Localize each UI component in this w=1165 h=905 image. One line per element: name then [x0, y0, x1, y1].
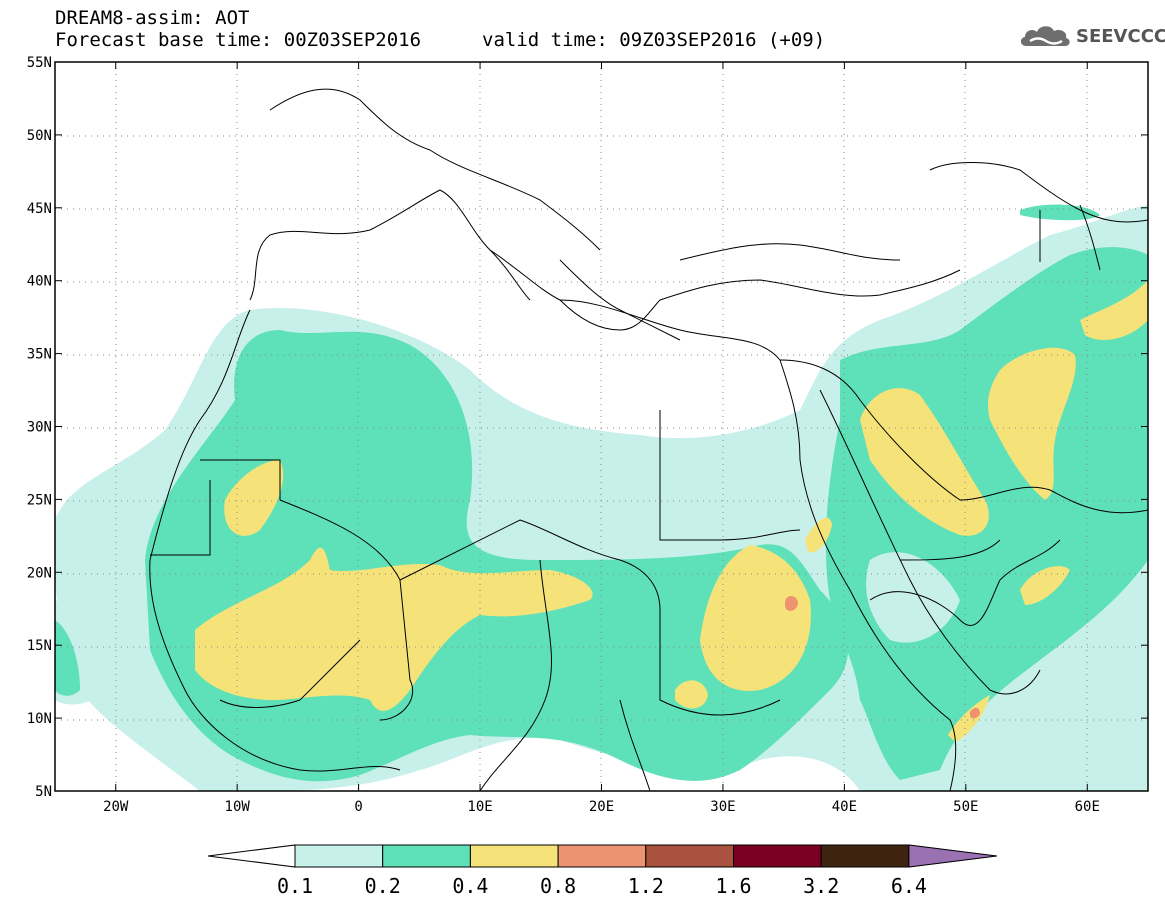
lat-tick-label: 40N — [27, 274, 52, 290]
colorbar-segment — [557, 844, 647, 868]
aot-band-0.2-west — [55, 620, 80, 696]
colorbar-label: 0.1 — [277, 874, 313, 898]
aot-band-0.4-iran — [988, 347, 1076, 500]
aot-band-0.4-caspian-south — [1080, 280, 1148, 340]
lat-tick-label: 15N — [27, 638, 52, 654]
lon-tick-label: 60E — [1075, 799, 1100, 815]
colorbar-segment — [469, 844, 559, 868]
latitude-axis: 55N 50N 45N 40N 35N 30N 25N 20N 15N 10N 5N — [27, 55, 1148, 800]
lat-tick-label: 20N — [27, 565, 52, 581]
forecast-base-time: Forecast base time: 00Z03SEP2016 — [55, 29, 422, 51]
colorbar-segment — [820, 844, 910, 868]
aot-band-0.4-oman — [1020, 566, 1070, 605]
colorbar-label: 0.2 — [365, 874, 401, 898]
lat-tick-label: 45N — [27, 201, 52, 217]
lon-tick-label: 40E — [832, 799, 857, 815]
lon-tick-label: 50E — [953, 799, 978, 815]
colorbar-segment — [294, 844, 384, 868]
aot-band-0.4-sahel — [195, 547, 593, 711]
seevccc-logo: SEEVCCC — [1018, 22, 1165, 50]
cloud-icon — [1020, 26, 1070, 46]
product-title: DREAM8-assim: AOT — [55, 7, 250, 29]
aot-band-0.8-somalia — [970, 707, 980, 719]
lat-tick-label: 55N — [27, 55, 52, 71]
lon-tick-label: 0 — [354, 799, 362, 815]
colorbar-label: 6.4 — [891, 874, 927, 898]
lat-tick-label: 25N — [27, 492, 52, 508]
lon-tick-label: 10W — [225, 799, 251, 815]
lat-tick-label: 35N — [27, 347, 52, 363]
colorbar-label: 3.2 — [803, 874, 839, 898]
aot-band-0.4-redsea — [805, 517, 832, 553]
colorbar-segment — [733, 844, 822, 868]
aot-band-0.8-sudan — [785, 596, 798, 611]
longitude-axis: 20W 10W 0 10E 20E 30E 40E 50E 60E — [103, 62, 1100, 815]
logo-text: SEEVCCC — [1076, 25, 1165, 47]
colorbar-segment — [645, 844, 734, 868]
colorbar-label: 0.4 — [452, 874, 488, 898]
lon-tick-label: 20E — [589, 799, 614, 815]
aot-band-0.4-somalia — [948, 695, 990, 742]
colorbar-label: 1.2 — [628, 874, 664, 898]
aot-band-0.2-caspian — [1020, 204, 1100, 221]
colorbar: 0.1 0.2 0.4 0.8 1.2 1.6 3.2 6.4 — [207, 844, 997, 898]
colorbar-label: 1.6 — [715, 874, 751, 898]
grid-lines — [55, 62, 1148, 791]
lon-tick-label: 10E — [467, 799, 492, 815]
colorbar-arrow-low — [207, 844, 296, 868]
valid-time: valid time: 09Z03SEP2016 (+09) — [482, 29, 826, 51]
colorbar-label: 0.8 — [540, 874, 576, 898]
lon-tick-label: 30E — [710, 799, 735, 815]
lat-tick-label: 10N — [27, 711, 52, 727]
lat-tick-label: 50N — [27, 128, 52, 144]
aot-hole-arabia — [866, 552, 960, 643]
aot-field — [55, 204, 1148, 791]
aot-band-0.4-sudan — [700, 545, 811, 691]
colorbar-arrow-high — [908, 844, 997, 868]
lat-tick-label: 5N — [35, 784, 52, 800]
lat-tick-label: 30N — [27, 420, 52, 436]
aot-band-0.4-mauritania — [224, 460, 284, 536]
aot-band-0.4-chad — [675, 680, 708, 709]
coastlines — [149, 88, 1148, 791]
lon-tick-label: 20W — [103, 799, 129, 815]
aot-band-0.4-iraq — [860, 388, 989, 536]
colorbar-segment — [382, 844, 471, 868]
